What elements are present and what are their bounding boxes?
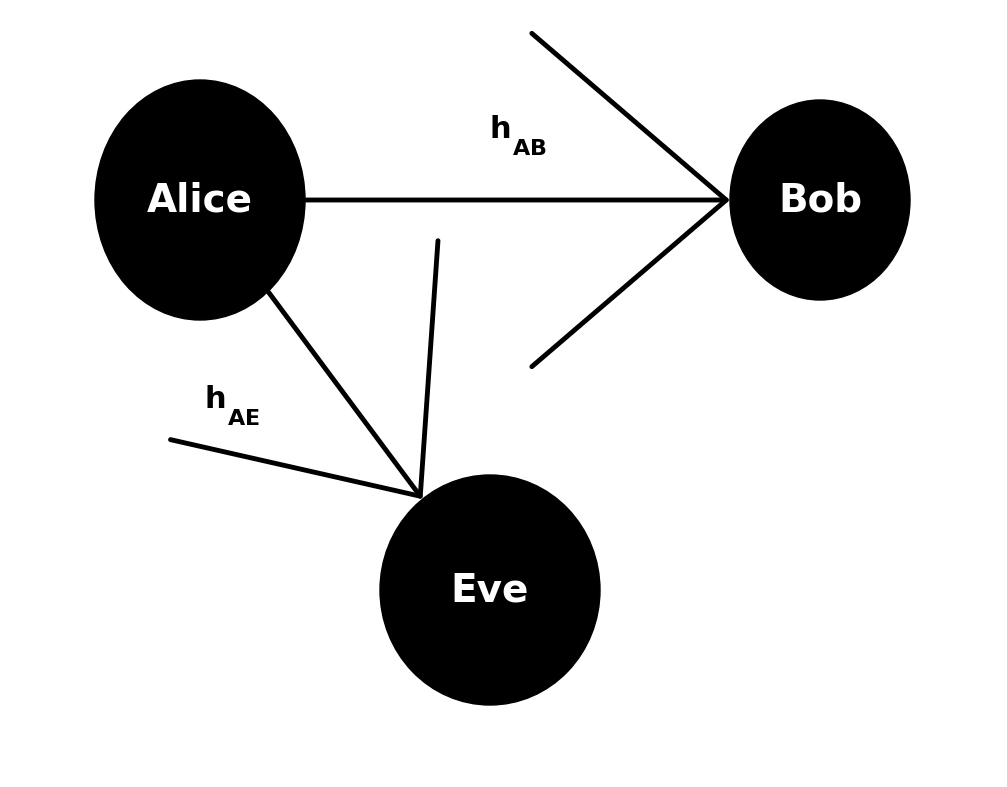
Ellipse shape xyxy=(95,80,305,320)
Text: Eve: Eve xyxy=(451,571,530,609)
Text: $\mathbf{h}$: $\mathbf{h}$ xyxy=(488,114,510,146)
Text: $\mathbf{AE}$: $\mathbf{AE}$ xyxy=(227,408,260,430)
Text: $\mathbf{AB}$: $\mathbf{AB}$ xyxy=(512,138,547,160)
Text: $\mathbf{h}$: $\mathbf{h}$ xyxy=(203,385,225,416)
Ellipse shape xyxy=(730,100,910,300)
Text: Bob: Bob xyxy=(778,181,862,219)
Ellipse shape xyxy=(380,475,600,705)
Text: Alice: Alice xyxy=(147,181,253,219)
